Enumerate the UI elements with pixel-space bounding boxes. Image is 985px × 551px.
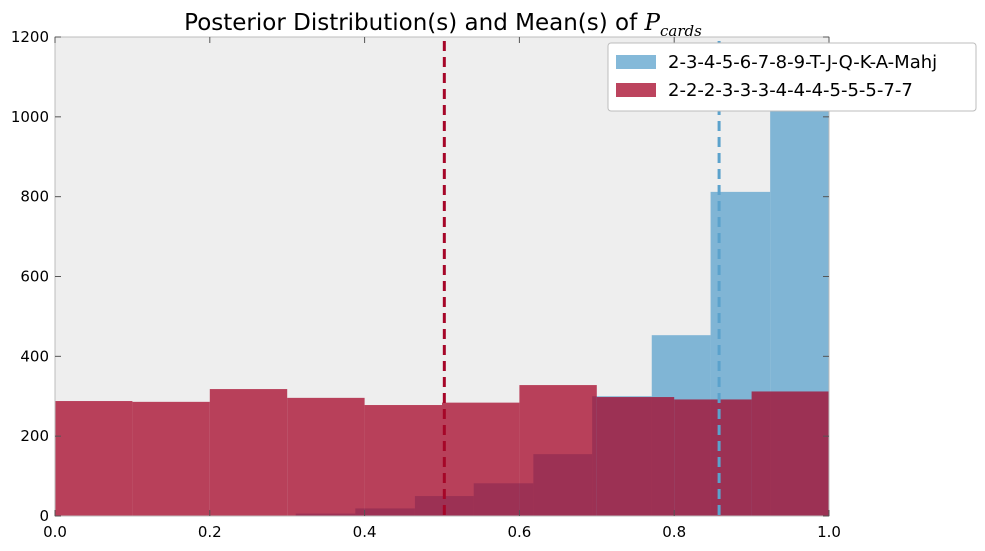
x-tick-label: 0.0 [43, 523, 67, 541]
legend-swatch [616, 83, 656, 97]
histogram-bar [364, 405, 442, 516]
y-tick-label: 800 [20, 188, 49, 206]
legend-label: 2-3-4-5-6-7-8-9-T-J-Q-K-A-Mahj [668, 52, 937, 73]
x-tick-label: 0.4 [353, 523, 377, 541]
x-tick-label: 1.0 [817, 523, 841, 541]
histogram-bar [132, 401, 210, 516]
chart-title-symbol: P [644, 10, 661, 36]
chart-title-prefix: Posterior Distribution(s) and Mean(s) of [184, 10, 644, 36]
y-axis: 0 200 400 600 800 1000 1200 [11, 28, 829, 525]
x-tick-label: 0.6 [507, 523, 531, 541]
y-tick-label: 1000 [11, 108, 49, 126]
x-tick-label: 0.2 [198, 523, 222, 541]
histogram-bar [442, 402, 520, 516]
histogram-bar [596, 397, 675, 516]
histogram-bars [55, 100, 829, 517]
x-axis: 0.0 0.2 0.4 0.6 0.8 1.0 [43, 37, 841, 541]
chart-title-subscript: cards [660, 22, 702, 40]
legend-label: 2-2-2-3-3-3-4-4-4-5-5-5-7-7 [668, 80, 913, 101]
chart-title: Posterior Distribution(s) and Mean(s) of… [184, 10, 702, 40]
x-tick-label: 0.8 [662, 523, 686, 541]
legend-box [607, 42, 977, 112]
legend: 2-3-4-5-6-7-8-9-T-J-Q-K-A-Mahj 2-2-2-3-3… [607, 42, 977, 112]
y-tick-label: 1200 [11, 28, 49, 46]
y-tick-label: 400 [20, 347, 49, 365]
y-tick-label: 600 [20, 268, 49, 286]
histogram-bar [751, 391, 829, 516]
y-tick-label: 200 [20, 427, 49, 445]
histogram-bar [209, 389, 288, 516]
histogram-bar [519, 385, 597, 516]
histogram-bar [55, 401, 133, 516]
legend-swatch [616, 55, 656, 69]
y-tick-label: 0 [39, 507, 49, 525]
histogram-bar [674, 399, 752, 516]
histogram-bar [287, 397, 365, 516]
